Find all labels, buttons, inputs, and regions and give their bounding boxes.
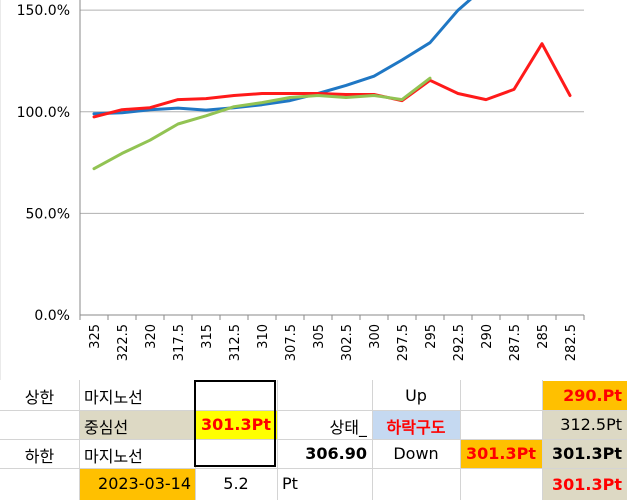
- x-tick-label: 285: [536, 324, 551, 349]
- cell-r1-g[interactable]: 290.Pt: [563, 386, 622, 405]
- cell-r3-d[interactable]: 306.90: [305, 444, 367, 463]
- cell-r3-e[interactable]: Down: [393, 444, 439, 463]
- x-tick-label: 302.5: [340, 324, 355, 361]
- cell-r4-g-bg: [542, 468, 627, 500]
- y-tick-label: 50.0%: [26, 206, 70, 222]
- x-tick-label: 305: [312, 324, 327, 349]
- x-tick-label: 287.5: [508, 324, 523, 361]
- highlight-box: [194, 380, 276, 467]
- cell-r4-b[interactable]: 2023-03-14: [98, 474, 191, 493]
- x-tick-label: 300: [368, 324, 383, 349]
- cell-r2-g-bg: [542, 410, 627, 439]
- y-tick-label: 0.0%: [34, 308, 70, 324]
- cell-r2-b[interactable]: 중심선: [84, 418, 129, 437]
- cell-r3-f[interactable]: 301.3Pt: [466, 444, 536, 463]
- x-tick-label: 295: [424, 324, 439, 349]
- x-tick-label: 297.5: [396, 324, 411, 361]
- cell-r2-e-bg: [372, 410, 460, 439]
- chart-area: 0.0% 50.0% 100.0% 150.0% 325 322.5 320 317.5 315…: [0, 0, 585, 380]
- cell-r4-c2[interactable]: Pt: [282, 474, 298, 493]
- cell-r1-e[interactable]: Up: [405, 386, 427, 405]
- cell-r2-b-bg: [79, 410, 195, 439]
- cell-r1-b[interactable]: 마지노선: [84, 388, 143, 407]
- cell-r1-g-bg: [542, 381, 627, 410]
- series-line-0: [92, 0, 472, 116]
- cell-r2-c-bg: [195, 410, 277, 439]
- cell-r2-g[interactable]: 312.5Pt: [560, 415, 622, 434]
- cell-r3-g[interactable]: 301.3Pt: [552, 444, 622, 463]
- y-tick-label: 100.0%: [17, 105, 70, 121]
- x-tick-label: 322.5: [116, 324, 131, 361]
- series-line-1: [92, 42, 572, 119]
- x-tick-label: 290: [480, 324, 495, 349]
- line-chart: 0.0% 50.0% 100.0% 150.0% 325 322.5 320 317.5 315…: [0, 0, 585, 380]
- cell-r3-a[interactable]: 하한: [24, 447, 55, 466]
- cell-r4-g[interactable]: 301.3Pt: [552, 475, 622, 494]
- y-tick-label: 150.0%: [17, 3, 70, 19]
- cell-r2-e[interactable]: 하락구도: [386, 418, 446, 437]
- x-tick-label: 320: [144, 324, 159, 349]
- series-line-2: [92, 76, 432, 171]
- cell-r3-g-bg: [542, 439, 627, 468]
- x-tick-label: 325: [88, 324, 103, 349]
- x-tick-label: 315: [200, 324, 215, 349]
- x-tick-label: 292.5: [452, 324, 467, 361]
- x-tick-label: 282.5: [564, 324, 579, 361]
- cell-r2-c[interactable]: 301.3Pt: [201, 415, 271, 434]
- x-tick-label: 317.5: [172, 324, 187, 361]
- cell-r3-f-bg: [460, 439, 542, 468]
- cell-r1-a[interactable]: 상한: [24, 388, 55, 407]
- cell-r3-b[interactable]: 마지노선: [84, 447, 143, 466]
- cell-r4-b-bg: [79, 468, 195, 500]
- x-tick-label: 312.5: [228, 324, 243, 361]
- cell-r4-c[interactable]: 5.2: [223, 474, 249, 493]
- cell-r2-d[interactable]: 상태_: [329, 418, 367, 437]
- x-tick-label: 310: [256, 324, 271, 349]
- x-tick-label: 307.5: [284, 324, 299, 361]
